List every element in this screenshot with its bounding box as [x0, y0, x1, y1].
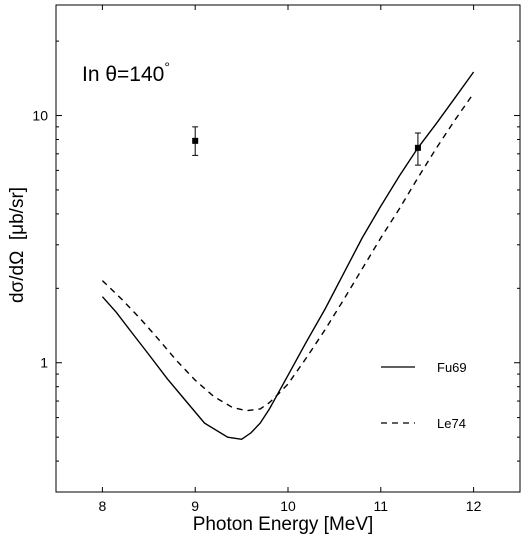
data-point-marker	[192, 137, 199, 144]
annotation-value: =140	[117, 63, 164, 86]
annotation-theta: θ	[105, 63, 117, 86]
series-line-fu69	[101, 71, 475, 441]
series-layer	[101, 71, 475, 441]
annotation-prefix: In	[82, 63, 105, 86]
legend-label-le74: Le74	[437, 416, 466, 431]
y-tick-label: 10	[32, 108, 48, 124]
annotation-degree: °	[164, 59, 170, 75]
data-point-marker	[414, 144, 421, 151]
y-tick-label: 1	[40, 355, 48, 371]
x-tick-label: 9	[191, 498, 199, 514]
x-tick-label: 11	[374, 498, 389, 514]
data-points-layer	[192, 126, 421, 166]
legend-label-fu69: Fu69	[437, 360, 467, 375]
legend: Fu69 Le74	[381, 360, 467, 431]
x-axis-title: Photon Energy [MeV]	[193, 514, 374, 535]
x-axis-ticks: 8 9 10 11 12	[99, 5, 482, 514]
series-line-le74	[101, 92, 475, 412]
y-axis-ticks: 1 10	[32, 40, 520, 493]
y-axis-title: dσ/dΩ [μb/sr]	[7, 187, 28, 303]
annotation-label: In θ=140°	[82, 59, 170, 86]
x-tick-label: 12	[466, 498, 482, 514]
x-tick-label: 10	[280, 498, 296, 514]
x-tick-label: 8	[99, 498, 107, 514]
